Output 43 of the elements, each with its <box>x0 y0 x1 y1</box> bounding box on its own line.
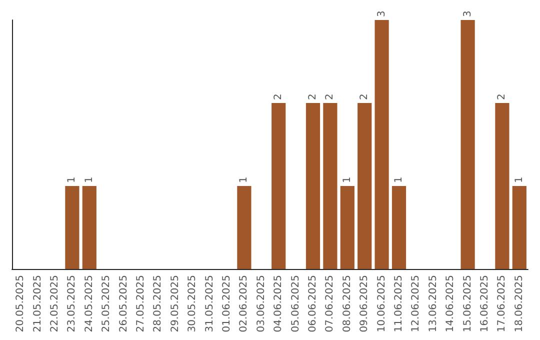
x-tick-label: 25.05.2025 <box>101 275 112 332</box>
x-tick-label: 24.05.2025 <box>84 275 95 332</box>
x-tick-label: 17.06.2025 <box>496 275 508 332</box>
x-tick-label: 06.06.2025 <box>308 275 318 332</box>
x-tick-label: 05.06.2025 <box>290 275 302 332</box>
x-tick-label: 26.05.2025 <box>118 275 130 332</box>
data-label: 2 <box>308 94 318 100</box>
x-tick-label: 23.05.2025 <box>66 275 78 332</box>
x-tick-label: 21.05.2025 <box>32 275 44 332</box>
data-label: 1 <box>238 176 250 183</box>
x-tick-label: 16.06.2025 <box>480 275 490 332</box>
data-label: 2 <box>496 94 508 100</box>
x-tick-label: 04.06.2025 <box>273 275 284 332</box>
x-tick-label: 09.06.2025 <box>359 275 370 332</box>
x-tick-label: 02.06.2025 <box>238 275 250 332</box>
x-tick-label: 08.06.2025 <box>342 275 353 332</box>
data-label: 2 <box>324 94 336 100</box>
x-tick-label: 15.06.2025 <box>462 275 474 332</box>
x-tick-label: 14.06.2025 <box>445 275 456 332</box>
x-tick-label: 20.05.2025 <box>15 275 26 332</box>
x-tick-label: 29.05.2025 <box>170 275 181 332</box>
x-tick-label: 27.05.2025 <box>136 275 146 332</box>
data-label: 1 <box>84 176 95 183</box>
x-tick-label: 11.06.2025 <box>394 275 404 332</box>
x-tick-label: 01.06.2025 <box>222 275 232 332</box>
data-label: 1 <box>342 176 353 183</box>
data-label: 3 <box>462 10 474 17</box>
data-label: 1 <box>514 176 525 183</box>
data-label: 2 <box>359 94 370 100</box>
x-tick-label: 28.05.2025 <box>152 275 164 332</box>
x-tick-label: 18.06.2025 <box>514 275 525 332</box>
x-tick-label: 12.06.2025 <box>410 275 422 332</box>
x-tick-label: 07.06.2025 <box>324 275 336 332</box>
data-label: 1 <box>66 176 78 183</box>
x-tick-label: 22.05.2025 <box>50 275 60 332</box>
data-label: 3 <box>376 10 388 17</box>
data-label: 1 <box>394 176 404 183</box>
x-tick-label: 13.06.2025 <box>428 275 439 332</box>
x-tick-label: 30.05.2025 <box>187 275 198 332</box>
x-tick-label: 10.06.2025 <box>376 275 388 332</box>
data-label: 2 <box>273 94 284 100</box>
x-tick-label: 03.06.2025 <box>256 275 267 332</box>
x-tick-label: 31.05.2025 <box>204 275 216 332</box>
